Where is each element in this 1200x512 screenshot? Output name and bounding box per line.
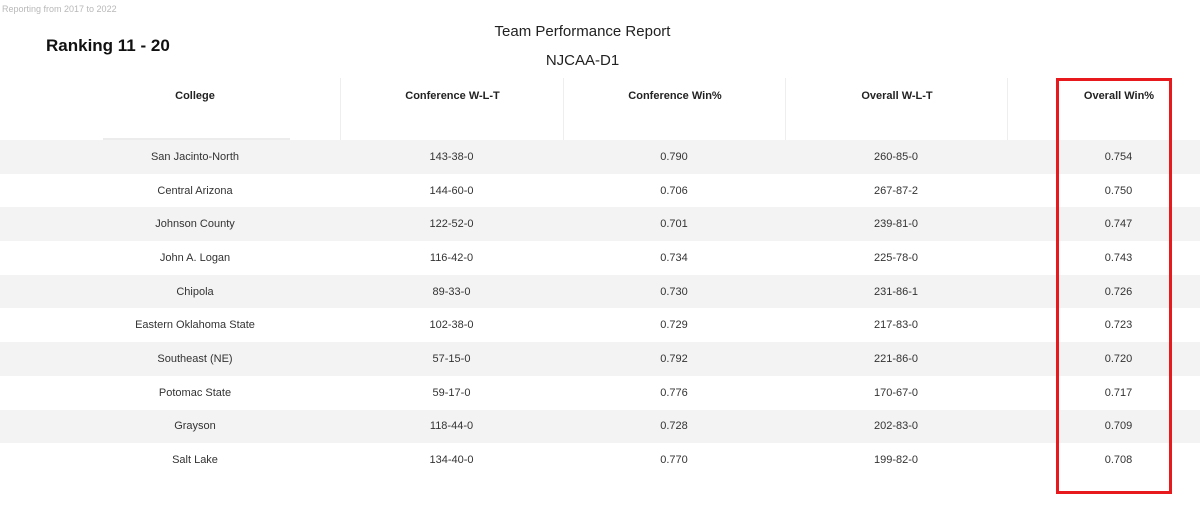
cell-overall-wlt: 202-83-0: [873, 420, 919, 433]
cell-conference-wlt: 116-42-0: [429, 251, 474, 264]
cell-conference-win-pct: 0.730: [660, 285, 688, 298]
table-row: Eastern Oklahoma State 102-38-0 0.729 217-8…: [0, 308, 1200, 342]
cell-conference-win-pct: 0.734: [660, 251, 688, 264]
cell-overall-wlt: 239-81-0: [873, 218, 919, 231]
cell-college: Johnson County: [155, 218, 235, 231]
cell-overall-wlt: 260-85-0: [873, 150, 919, 163]
cell-conference-wlt: 102-38-0: [429, 319, 474, 332]
cell-conference-win-pct: 0.790: [660, 150, 688, 163]
cell-overall-wlt: 267-87-2: [873, 184, 919, 197]
table-row: Grayson 118-44-0 0.728 202-83-0 0.709: [0, 409, 1200, 444]
cell-overall-win-pct: 0.709: [1104, 420, 1133, 433]
cell-conference-win-pct: 0.792: [660, 352, 688, 365]
column-header-overall-wlt[interactable]: Overall W-L-T: [785, 78, 1008, 140]
column-header-conference-wlt[interactable]: Conference W-L-T: [340, 78, 564, 140]
cell-overall-win-pct: 0.747: [1104, 218, 1133, 231]
column-header-conference-win-pct[interactable]: Conference Win%: [563, 78, 786, 140]
cell-overall-wlt: 217-83-0: [873, 319, 919, 332]
table-row: Salt Lake 134-40-0 0.770 199-82-0 0.708: [0, 443, 1200, 477]
cell-conference-win-pct: 0.776: [660, 386, 688, 399]
report-subtitle: NJCAA-D1: [545, 52, 620, 69]
cell-college: Grayson: [174, 420, 216, 433]
table-row: Potomac State 59-17-0 0.776 170-67-0 0.717: [0, 376, 1200, 410]
table-row: San Jacinto-North 143-38-0 0.790 260-85-0 0.…: [0, 140, 1200, 174]
cell-overall-win-pct: 0.754: [1104, 150, 1133, 163]
cell-overall-wlt: 225-78-0: [873, 251, 919, 264]
cell-overall-win-pct: 0.720: [1104, 352, 1133, 365]
cell-overall-win-pct: 0.717: [1104, 386, 1133, 399]
cell-overall-wlt: 199-82-0: [873, 454, 919, 467]
table-row: Central Arizona 144-60-0 0.706 267-87-2 0.75…: [0, 174, 1200, 208]
cell-college: John A. Logan: [159, 251, 231, 264]
table-row: Southeast (NE) 57-15-0 0.792 221-86-0 0.720: [0, 342, 1200, 376]
cell-conference-wlt: 59-17-0: [432, 386, 471, 399]
cell-conference-wlt: 143-38-0: [429, 150, 474, 163]
cell-conference-win-pct: 0.701: [660, 218, 688, 231]
cell-overall-wlt: 170-67-0: [873, 386, 919, 399]
column-header-college[interactable]: College: [175, 90, 215, 102]
cell-college: San Jacinto-North: [150, 150, 240, 163]
cell-conference-wlt: 118-44-0: [429, 420, 474, 433]
cell-overall-win-pct: 0.750: [1104, 184, 1133, 197]
cell-conference-win-pct: 0.770: [660, 454, 688, 467]
header-underline: [103, 138, 290, 141]
cell-conference-win-pct: 0.728: [660, 420, 688, 433]
table-row: John A. Logan 116-42-0 0.734 225-78-0 0.743: [0, 241, 1200, 275]
cell-conference-wlt: 122-52-0: [429, 218, 474, 231]
cell-college: Salt Lake: [172, 454, 218, 467]
cell-college: Potomac State: [158, 386, 232, 399]
table-row: Chipola 89-33-0 0.730 231-86-1 0.726: [0, 274, 1200, 309]
cell-overall-wlt: 231-86-1: [873, 285, 919, 298]
cell-college: Southeast (NE): [157, 352, 233, 365]
cell-college: Chipola: [176, 285, 214, 298]
ranking-label: Ranking 11 - 20: [46, 36, 170, 55]
report-title: Team Performance Report: [494, 23, 671, 40]
cell-overall-win-pct: 0.723: [1104, 319, 1133, 332]
cell-college: Central Arizona: [157, 184, 233, 197]
cell-conference-wlt: 89-33-0: [432, 285, 471, 298]
cell-overall-win-pct: 0.743: [1104, 251, 1133, 264]
cell-overall-win-pct: 0.726: [1104, 285, 1133, 298]
table-row: Johnson County 122-52-0 0.701 239-81-0 0.747: [0, 207, 1200, 242]
cell-conference-wlt: 57-15-0: [432, 352, 471, 365]
cell-conference-wlt: 134-40-0: [429, 454, 474, 467]
cell-conference-win-pct: 0.706: [660, 184, 688, 197]
table-body: San Jacinto-North 143-38-0 0.790 260-85-0 0.…: [0, 140, 1200, 477]
cell-conference-wlt: 144-60-0: [429, 184, 474, 197]
cell-overall-win-pct: 0.708: [1104, 454, 1133, 467]
cell-conference-win-pct: 0.729: [660, 319, 688, 332]
cell-overall-wlt: 221-86-0: [873, 352, 919, 365]
column-header-overall-win-pct[interactable]: Overall Win%: [1007, 78, 1200, 140]
table-header-row: College Conference W-L-T Conference Win%…: [0, 78, 1200, 140]
cell-college: Eastern Oklahoma State: [135, 319, 255, 332]
reporting-period-note: Reporting from 2017 to 2022: [2, 4, 117, 14]
